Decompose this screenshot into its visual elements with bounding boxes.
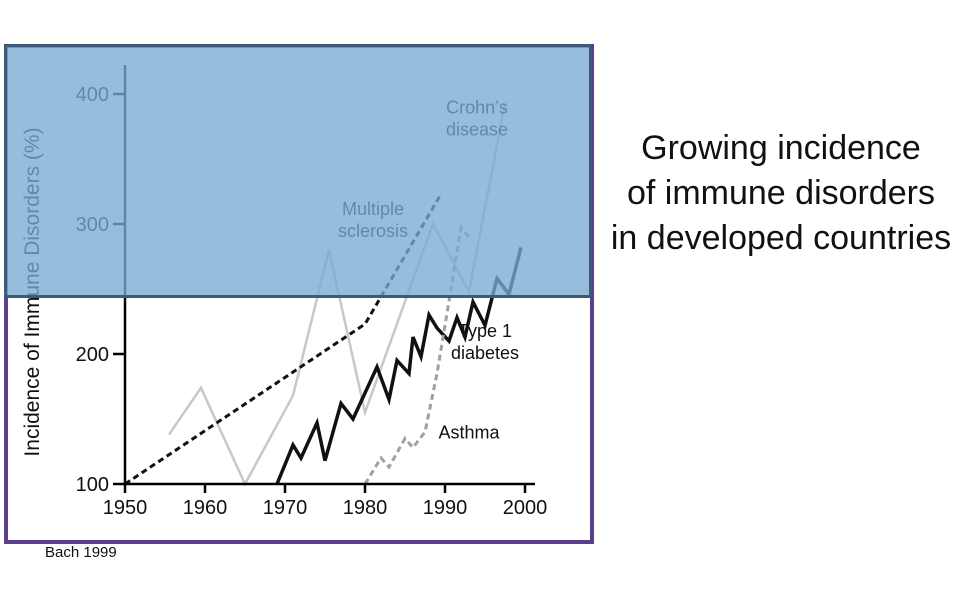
series-label-line: disease	[446, 120, 508, 140]
series-label-multiple-sclerosis: Multiple sclerosis	[338, 199, 408, 241]
citation: Bach 1999	[45, 544, 117, 561]
y-tick-label: 300	[76, 214, 109, 236]
series-label-line: Multiple	[342, 199, 404, 219]
y-tick-label: 400	[76, 84, 109, 106]
headline-line-2: of immune disorders	[626, 174, 935, 212]
series-label-asthma: Asthma	[438, 423, 500, 443]
x-tick-label: 1990	[423, 497, 468, 519]
series-label-line: Crohn’s	[446, 98, 508, 118]
series-line-type-1-diabetes	[275, 246, 523, 485]
y-tick-label: 200	[76, 344, 109, 366]
x-tick-label: 1970	[263, 497, 308, 519]
headline-line-3: in developed countries	[610, 219, 952, 257]
headline: Growing incidence of immune disorders in…	[596, 126, 966, 261]
series-label-line: Type 1	[458, 321, 512, 341]
axes-layer: 100 200 300 400 1950 1960 1970 1980 1990 2000 Inci…	[21, 65, 547, 519]
x-tick-label: 1980	[343, 497, 388, 519]
x-tick-label: 1950	[103, 497, 148, 519]
series-label-line: Asthma	[438, 423, 500, 443]
headline-line-1: Growing incidence	[641, 129, 921, 167]
x-tick-label: 2000	[503, 497, 548, 519]
series-label-type-1-diabetes: Type 1 diabetes	[451, 321, 519, 363]
series-label-line: sclerosis	[338, 221, 408, 241]
y-tick-label: 100	[76, 474, 109, 496]
series-label-crohn-s-disease: Crohn’s disease	[446, 98, 508, 140]
immune-disorders-chart: 100 200 300 400 1950 1960 1970 1980 1990 2000 Inci…	[21, 65, 547, 519]
y-axis-title: Incidence of Immune Disorders (%)	[21, 127, 44, 456]
x-tick-label: 1960	[183, 497, 228, 519]
series-label-line: diabetes	[451, 343, 519, 363]
